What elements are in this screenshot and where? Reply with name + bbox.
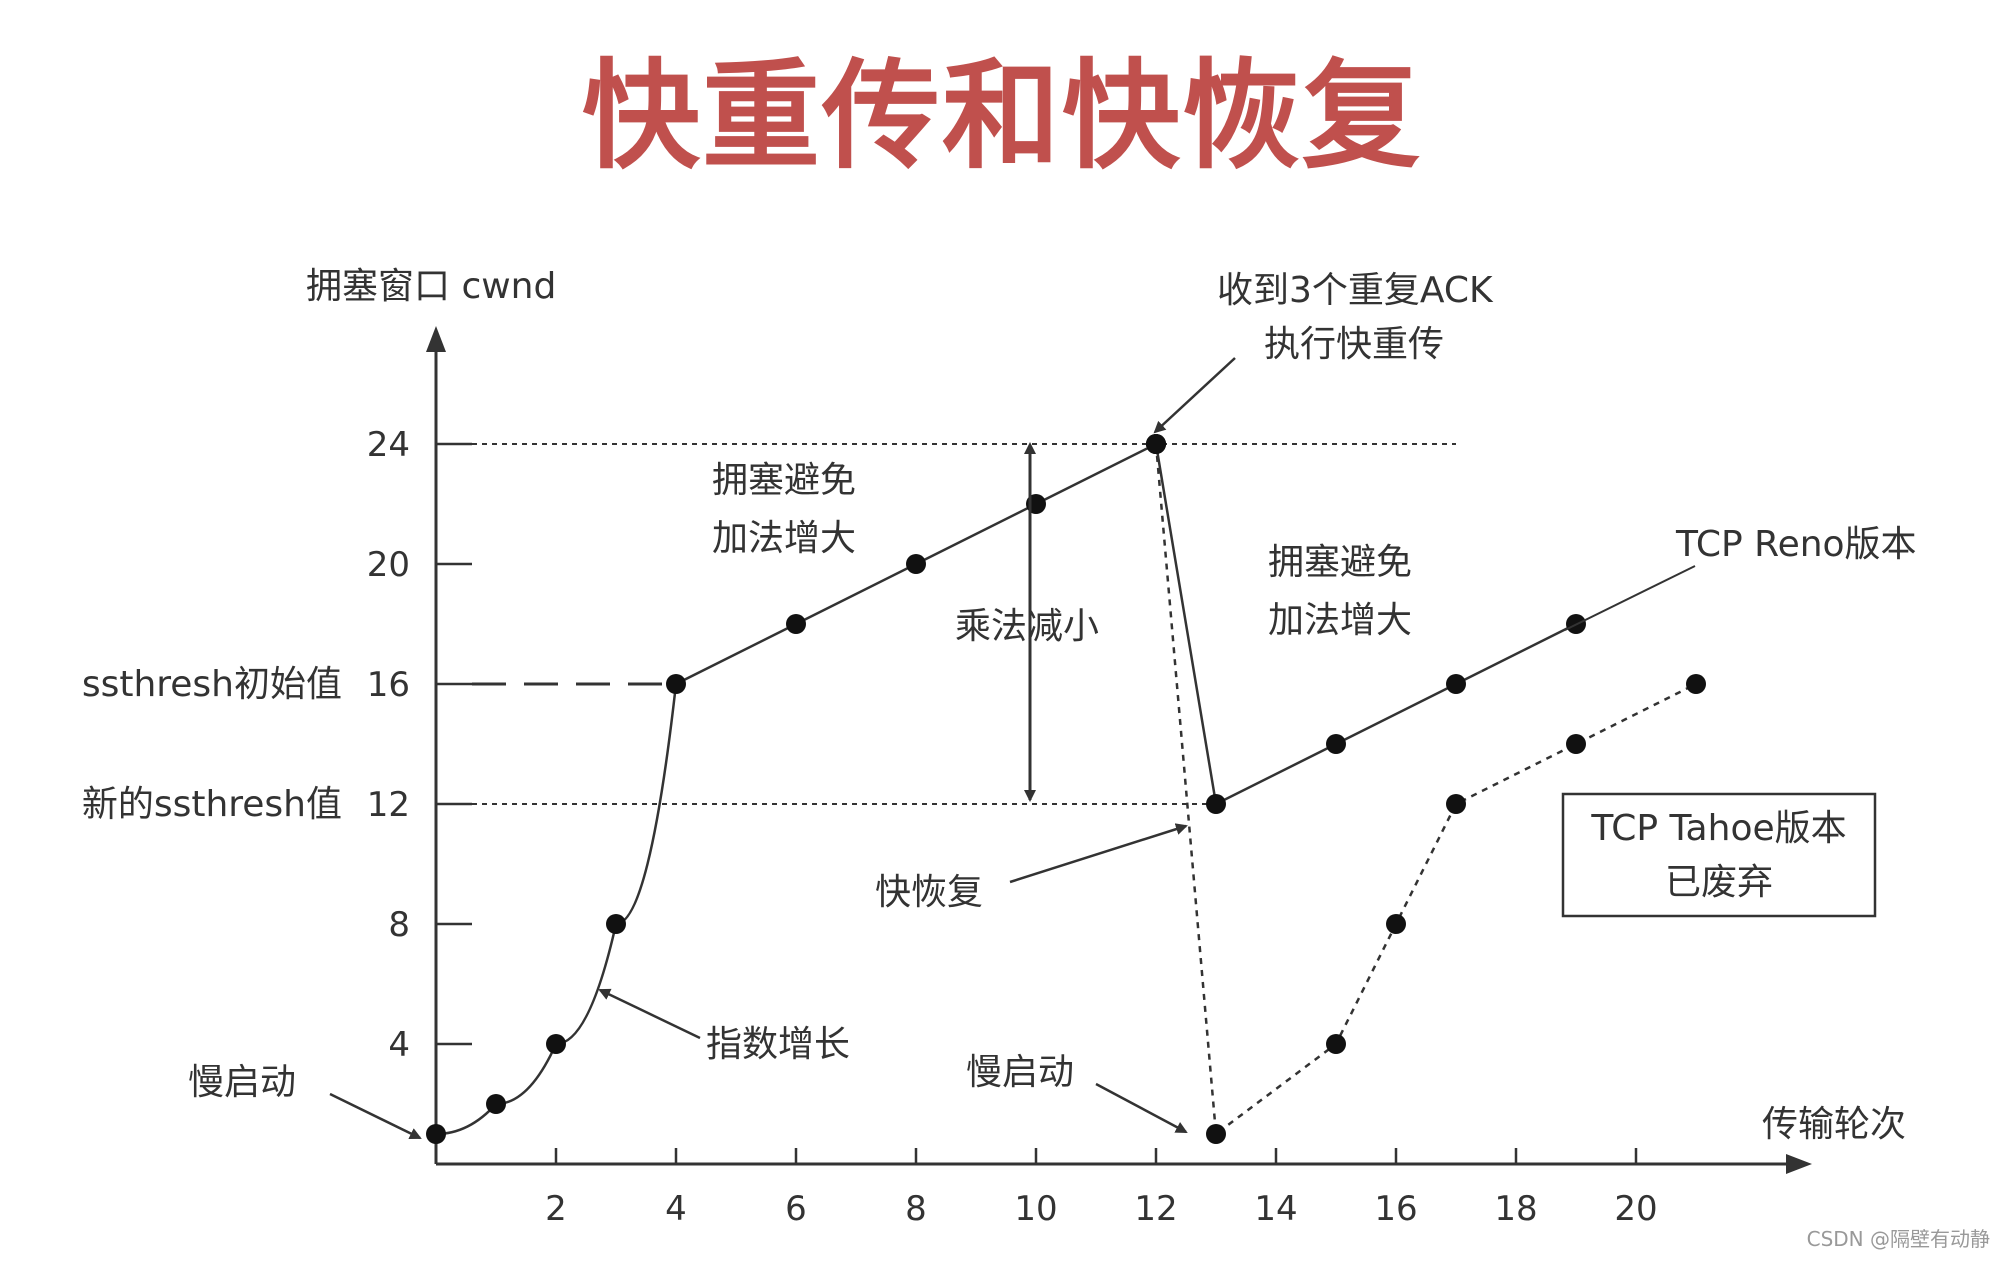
y-tick-label: 4 (388, 1025, 410, 1065)
reno-leader (1564, 565, 1696, 631)
data-point (606, 914, 626, 934)
reno-label: TCP Reno版本 (1675, 524, 1917, 565)
x-tick-label: 2 (545, 1189, 567, 1229)
watermark: CSDN @隔壁有动静 (1806, 1227, 1990, 1251)
x-tick-label: 18 (1494, 1189, 1537, 1229)
congestion-avoid-1-line2: 加法增大 (712, 518, 856, 559)
data-point (1566, 734, 1586, 754)
fast-retransmit-label-1: 收到3个重复ACK (1217, 270, 1494, 311)
x-tick-label: 14 (1254, 1189, 1297, 1229)
y-tick-label: 12 (367, 785, 410, 825)
data-point (1146, 434, 1166, 454)
x-tick-label: 4 (665, 1189, 687, 1229)
exponential-growth-label: 指数增长 (706, 1024, 850, 1065)
tahoe-box-line1: TCP Tahoe版本 (1590, 808, 1846, 849)
fast-recovery-arrow (1009, 823, 1188, 884)
data-point (1446, 794, 1466, 814)
data-point (1206, 1124, 1226, 1144)
data-point (1326, 734, 1346, 754)
data-point (1326, 1034, 1346, 1054)
x-tick-label: 10 (1014, 1189, 1057, 1229)
data-point (426, 1124, 446, 1144)
page-title: 快重传和快恢复 (581, 47, 1422, 185)
x-tick-label: 12 (1134, 1189, 1177, 1229)
slow-start-2-arrow (1095, 1082, 1188, 1134)
exponential-growth-arrow (598, 988, 701, 1040)
y-axis-label: 拥塞窗口 cwnd (306, 266, 556, 307)
slow-start-2-label: 慢启动 (966, 1052, 1074, 1093)
x-axis-arrow (1786, 1154, 1812, 1174)
data-point (1206, 794, 1226, 814)
fast-retransmit-arrow (1153, 357, 1236, 434)
data-point (1686, 674, 1706, 694)
slow-start-1-arrow (329, 1092, 422, 1140)
data-point (1446, 674, 1466, 694)
tahoe-box (1561, 792, 1877, 918)
tahoe-box-line2: 已废弃 (1665, 862, 1773, 903)
y-tick-label: 8 (388, 905, 410, 945)
x-tick-label: 16 (1374, 1189, 1417, 1229)
data-point (666, 674, 686, 694)
y-tick-annotation: 新的ssthresh值 (82, 784, 342, 825)
fast-recovery-label: 快恢复 (875, 872, 983, 913)
data-point (786, 614, 806, 634)
y-tick-label: 20 (367, 545, 410, 585)
y-tick-label: 24 (367, 425, 410, 465)
congestion-avoid-2-line2: 加法增大 (1268, 600, 1412, 641)
multiplicative-decrease-label: 乘法减小 (955, 606, 1099, 647)
data-point (486, 1094, 506, 1114)
series-line (1154, 443, 1697, 1137)
x-tick-label: 20 (1614, 1189, 1657, 1229)
x-axis-label: 传输轮次 (1762, 1104, 1906, 1145)
y-tick-annotation: ssthresh初始值 (82, 664, 342, 705)
y-tick-label: 16 (367, 665, 410, 705)
fast-retransmit-label-2: 执行快重传 (1264, 324, 1444, 365)
congestion-avoid-2-line1: 拥塞避免 (1268, 542, 1412, 583)
slow-start-1-label: 慢启动 (188, 1062, 296, 1103)
data-point (1386, 914, 1406, 934)
congestion-avoid-1-line1: 拥塞避免 (712, 460, 856, 501)
x-tick-label: 8 (905, 1189, 927, 1229)
x-tick-label: 6 (785, 1189, 807, 1229)
data-point (546, 1034, 566, 1054)
y-axis-arrow (426, 326, 446, 352)
data-point (906, 554, 926, 574)
